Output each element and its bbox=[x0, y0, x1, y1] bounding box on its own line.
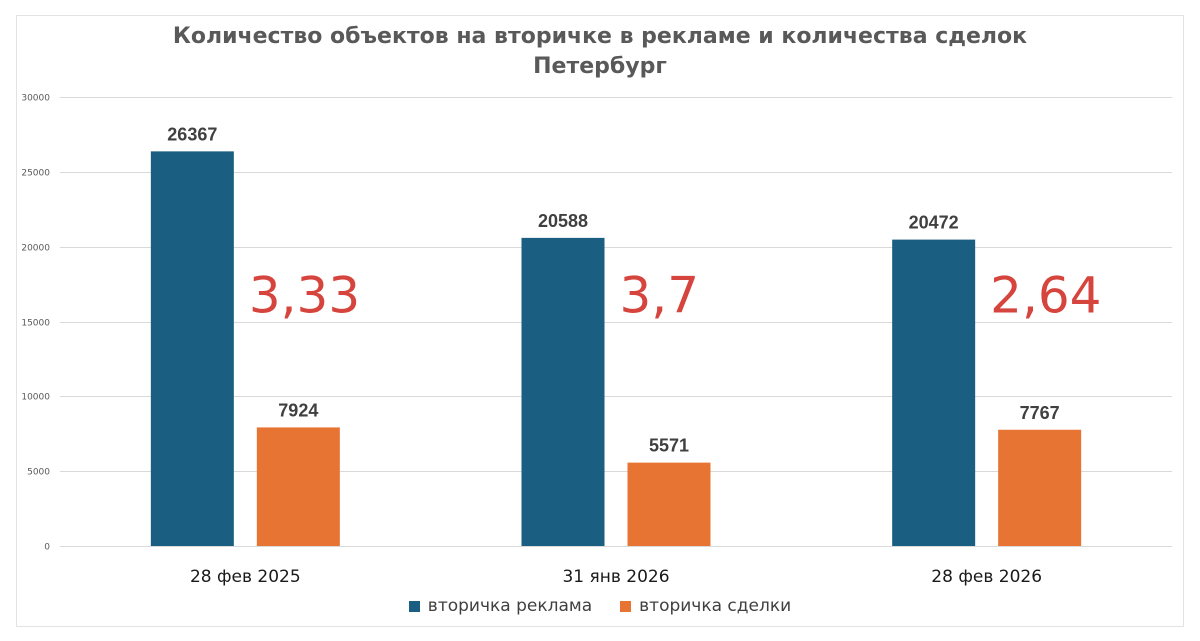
y-tick-label: 5000 bbox=[27, 468, 50, 478]
bar-series2 bbox=[256, 427, 340, 546]
legend: вторичка реклама вторичка сделки bbox=[0, 596, 1200, 616]
y-tick-label: 25000 bbox=[21, 169, 50, 179]
legend-item-series1: вторичка реклама bbox=[408, 596, 593, 616]
bar-series1 bbox=[150, 151, 234, 546]
legend-label-series2: вторичка сделки bbox=[639, 596, 792, 616]
ratio-annotation: 2,64 bbox=[990, 267, 1101, 325]
y-tick-label: 30000 bbox=[21, 94, 50, 104]
ratio-annotation: 3,33 bbox=[249, 267, 360, 325]
y-tick-label: 20000 bbox=[21, 244, 50, 254]
legend-swatch-series2 bbox=[620, 600, 632, 612]
chart-frame bbox=[16, 15, 1184, 627]
legend-swatch-series1 bbox=[408, 600, 420, 612]
data-label: 20588 bbox=[538, 211, 588, 231]
y-tick-label: 10000 bbox=[21, 393, 50, 403]
chart-title: Количество объектов на вторичке в реклам… bbox=[172, 24, 1028, 49]
bar-series2 bbox=[627, 462, 711, 546]
data-label: 7924 bbox=[278, 400, 318, 420]
data-label: 20472 bbox=[909, 213, 959, 233]
data-label: 7767 bbox=[1020, 403, 1060, 423]
x-category-label: 31 янв 2026 bbox=[562, 567, 669, 587]
bar-series1 bbox=[521, 237, 605, 546]
x-category-label: 28 фев 2025 bbox=[190, 567, 301, 587]
data-label: 5571 bbox=[649, 436, 689, 456]
bar-series1 bbox=[892, 239, 976, 546]
legend-item-series2: вторичка сделки bbox=[620, 596, 791, 616]
x-category-label: 28 фев 2026 bbox=[931, 567, 1042, 587]
legend-label-series1: вторичка реклама bbox=[427, 596, 593, 616]
y-tick-label: 0 bbox=[44, 543, 50, 553]
ratio-annotation: 3,7 bbox=[620, 267, 700, 325]
data-label: 26367 bbox=[167, 124, 217, 144]
y-tick-label: 15000 bbox=[21, 319, 50, 329]
chart-subtitle: Петербург bbox=[533, 54, 667, 79]
bar-series2 bbox=[998, 429, 1082, 546]
chart-title-block: Количество объектов на вторичке в реклам… bbox=[0, 22, 1200, 82]
